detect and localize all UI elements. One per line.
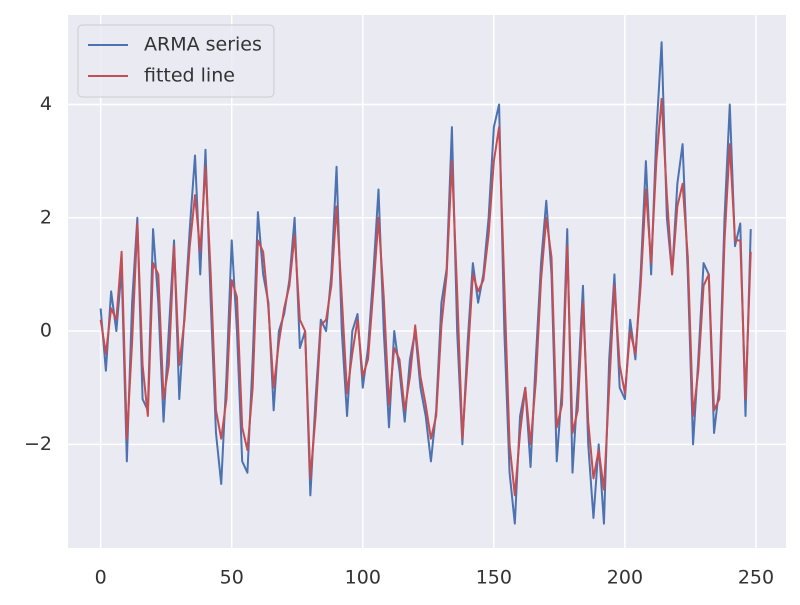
legend: ARMA series fitted line: [77, 24, 275, 98]
legend-box: [77, 24, 275, 98]
y-tick-label: −2: [24, 433, 52, 455]
legend-label: fitted line: [144, 65, 235, 87]
x-tick-label: 250: [738, 567, 774, 589]
x-tick-label: 0: [95, 567, 107, 589]
y-tick-label: 2: [40, 206, 52, 228]
x-tick-label: 200: [607, 567, 643, 589]
x-tick-label: 100: [345, 567, 381, 589]
lines: [99, 41, 752, 525]
y-tick-label: 0: [40, 320, 52, 342]
x-tick-label: 50: [220, 567, 244, 589]
y-tick-label: 4: [40, 93, 52, 115]
x-tick-label: 150: [476, 567, 512, 589]
legend-label: ARMA series: [144, 34, 262, 56]
series-line: [99, 97, 752, 497]
